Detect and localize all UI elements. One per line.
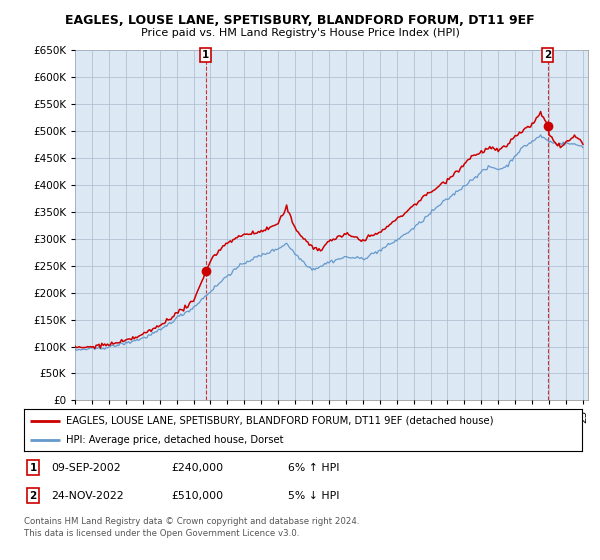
Text: 6% ↑ HPI: 6% ↑ HPI: [288, 463, 340, 473]
Text: Price paid vs. HM Land Registry's House Price Index (HPI): Price paid vs. HM Land Registry's House …: [140, 28, 460, 38]
Text: 2: 2: [544, 50, 551, 60]
Text: 1: 1: [29, 463, 37, 473]
Text: £510,000: £510,000: [171, 491, 223, 501]
Text: EAGLES, LOUSE LANE, SPETISBURY, BLANDFORD FORUM, DT11 9EF: EAGLES, LOUSE LANE, SPETISBURY, BLANDFOR…: [65, 14, 535, 27]
Text: 09-SEP-2002: 09-SEP-2002: [51, 463, 121, 473]
Text: 24-NOV-2022: 24-NOV-2022: [51, 491, 124, 501]
Text: EAGLES, LOUSE LANE, SPETISBURY, BLANDFORD FORUM, DT11 9EF (detached house): EAGLES, LOUSE LANE, SPETISBURY, BLANDFOR…: [66, 416, 493, 426]
Text: This data is licensed under the Open Government Licence v3.0.: This data is licensed under the Open Gov…: [24, 529, 299, 538]
Text: Contains HM Land Registry data © Crown copyright and database right 2024.: Contains HM Land Registry data © Crown c…: [24, 517, 359, 526]
Text: HPI: Average price, detached house, Dorset: HPI: Average price, detached house, Dors…: [66, 435, 283, 445]
Text: £240,000: £240,000: [171, 463, 223, 473]
Text: 1: 1: [202, 50, 209, 60]
Text: 2: 2: [29, 491, 37, 501]
Text: 5% ↓ HPI: 5% ↓ HPI: [288, 491, 340, 501]
